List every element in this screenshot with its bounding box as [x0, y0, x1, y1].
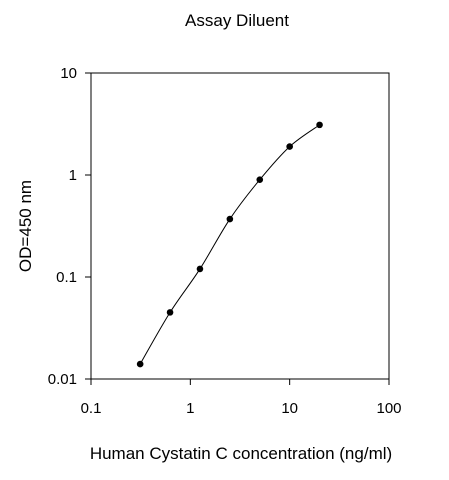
y-tick-label: 10 — [60, 65, 77, 82]
series-group — [136, 121, 323, 368]
plot-area-frame — [90, 72, 390, 380]
x-tick-label: 10 — [281, 400, 298, 417]
y-axis-tick-labels: 0.01 0.1 1 10 — [48, 65, 77, 388]
x-axis-ticks — [90, 379, 390, 385]
x-axis-tick-labels: 0.1 1 10 100 — [81, 400, 402, 417]
data-point — [316, 121, 323, 129]
y-tick-label: 0.1 — [56, 269, 77, 286]
y-tick-label: 1 — [69, 167, 77, 184]
y-tick-label: 0.01 — [48, 371, 77, 388]
chart-title: Assay Diluent — [185, 11, 289, 30]
series-line — [139, 124, 320, 365]
data-point — [286, 143, 293, 150]
y-axis-ticks — [85, 72, 91, 380]
x-axis-label: Human Cystatin C concentration (ng/ml) — [90, 444, 392, 463]
x-tick-label: 1 — [186, 400, 194, 417]
y-axis-label: OD=450 nm — [16, 180, 35, 272]
data-point — [136, 360, 144, 368]
x-tick-label: 0.1 — [81, 400, 102, 417]
data-point — [226, 215, 234, 223]
data-point — [166, 309, 174, 316]
x-tick-label: 100 — [376, 400, 401, 417]
data-point — [256, 176, 264, 183]
data-point — [196, 265, 204, 273]
